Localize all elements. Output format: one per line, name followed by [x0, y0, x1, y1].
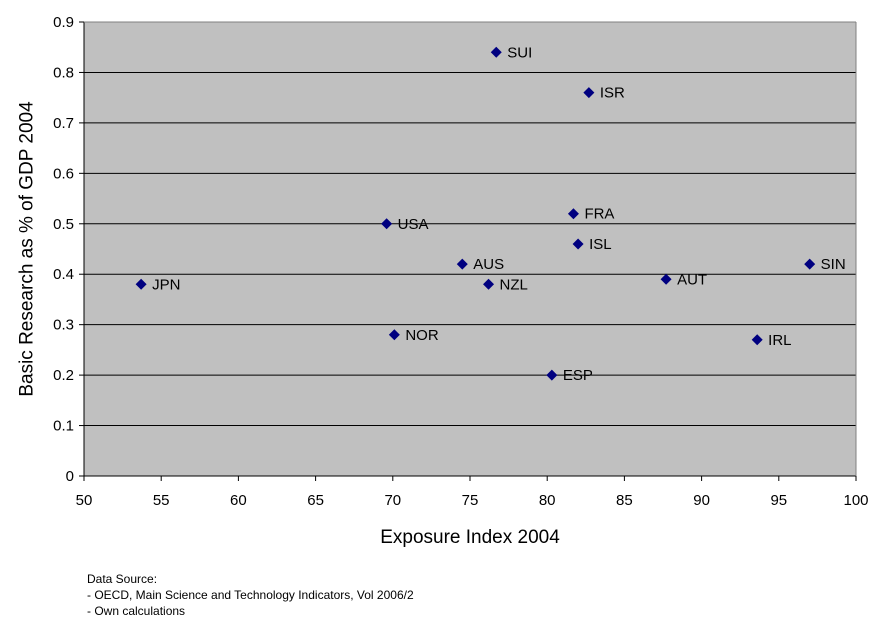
- y-tick-label: 0.2: [53, 367, 74, 384]
- x-axis-ticks: 50 55 60 65 70 75 80 85 90 95 100: [76, 476, 869, 509]
- y-axis-ticks: 0 0.1 0.2 0.3 0.4 0.5 0.6 0.7 0.8 0.9: [53, 14, 84, 485]
- data-source-line: - Own calculations: [87, 604, 186, 618]
- data-point-usa: [381, 218, 393, 230]
- y-tick-label: 0.9: [53, 14, 74, 31]
- axes: [83, 21, 857, 477]
- data-source-line: - OECD, Main Science and Technology Indi…: [87, 588, 414, 602]
- data-label-irl: IRL: [768, 332, 791, 349]
- data-point-nzl: [483, 278, 495, 290]
- x-tick-label: 70: [384, 492, 401, 509]
- x-tick-label: 75: [462, 492, 479, 509]
- x-tick-label: 90: [693, 492, 710, 509]
- y-tick-label: 0.5: [53, 216, 74, 233]
- data-point-isr: [583, 87, 595, 99]
- data-point-esp: [546, 369, 558, 381]
- data-label-aut: AUT: [677, 271, 707, 288]
- x-tick-label: 55: [153, 492, 170, 509]
- data-label-esp: ESP: [563, 367, 593, 384]
- data-label-usa: USA: [398, 216, 429, 233]
- x-tick-label: 85: [616, 492, 633, 509]
- x-tick-label: 95: [770, 492, 787, 509]
- data-point-jpn: [135, 278, 147, 290]
- data-point-isl: [572, 238, 584, 250]
- x-tick-label: 65: [307, 492, 324, 509]
- data-source-note: Data Source: - OECD, Main Science and Te…: [87, 571, 414, 619]
- data-point-aut: [660, 273, 672, 285]
- data-label-isl: ISL: [589, 236, 612, 253]
- data-label-isr: ISR: [600, 85, 625, 102]
- data-source-heading: Data Source:: [87, 572, 158, 586]
- data-label-nor: NOR: [405, 327, 439, 344]
- data-point-sin: [804, 258, 816, 270]
- y-tick-label: 0.6: [53, 165, 74, 182]
- data-label-sui: SUI: [507, 44, 532, 61]
- y-tick-label: 0.3: [53, 317, 74, 334]
- data-point-irl: [751, 334, 763, 346]
- data-label-fra: FRA: [584, 206, 614, 223]
- x-tick-label: 100: [843, 492, 868, 509]
- y-tick-label: 0.1: [53, 418, 74, 435]
- y-tick-label: 0: [66, 468, 74, 485]
- plot-background: [84, 22, 856, 476]
- y-axis-title: Basic Research as % of GDP 2004: [17, 101, 38, 397]
- data-label-nzl: NZL: [500, 276, 528, 293]
- plot-area: [84, 22, 856, 476]
- data-points: SUI ISR FRA USA ISL AUS SIN AUT JPN NZL NOR IRL ESP: [135, 44, 846, 384]
- x-tick-label: 60: [230, 492, 247, 509]
- x-axis-title: Exposure Index 2004: [380, 527, 560, 548]
- y-tick-label: 0.7: [53, 115, 74, 132]
- data-point-sui: [490, 46, 502, 58]
- y-tick-label: 0.4: [53, 266, 74, 283]
- data-label-aus: AUS: [473, 256, 504, 273]
- data-point-nor: [388, 329, 400, 341]
- data-point-fra: [567, 208, 579, 220]
- x-tick-label: 80: [539, 492, 556, 509]
- data-point-aus: [456, 258, 468, 270]
- data-label-sin: SIN: [821, 256, 846, 273]
- data-label-jpn: JPN: [152, 276, 180, 293]
- x-tick-label: 50: [76, 492, 93, 509]
- y-tick-label: 0.8: [53, 64, 74, 81]
